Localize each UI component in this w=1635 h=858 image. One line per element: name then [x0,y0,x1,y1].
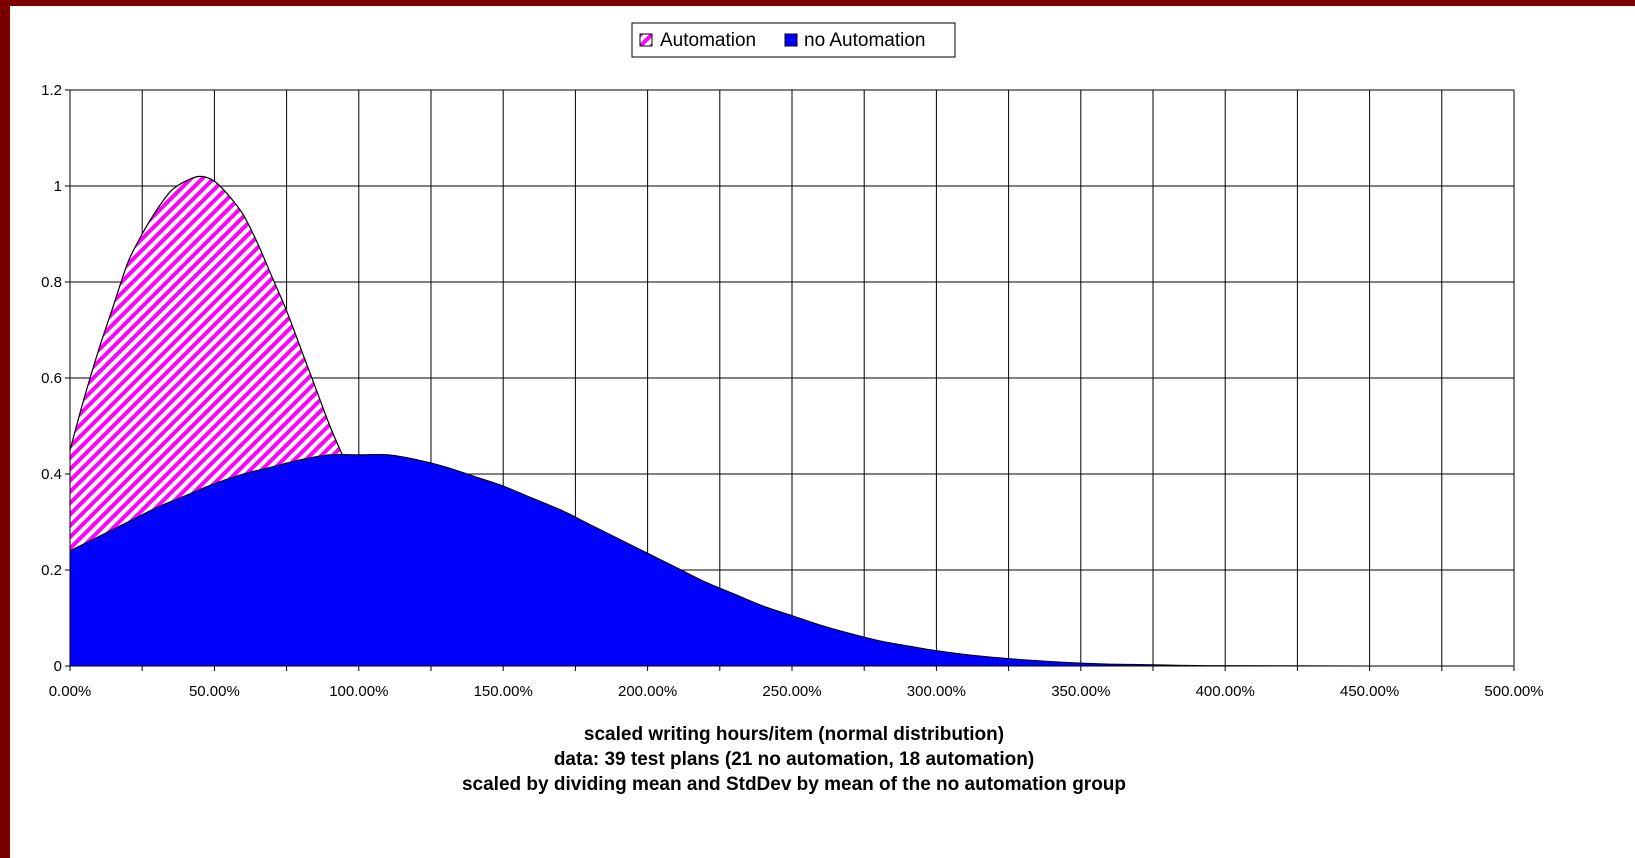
axis-layer [65,89,1515,671]
chart-svg: 0 0.2 0.4 0.6 0.8 1 1.2 0.00% 50.00% 100.00% 150.0… [41,22,1544,795]
x-tick-label: 250.00% [762,683,821,700]
y-tick-label: 1.2 [41,82,62,99]
legend-swatch-no-automation [784,33,798,47]
x-tick-label: 350.00% [1051,683,1110,700]
legend: Automation no Automation [631,22,956,58]
y-tick-label: 0.2 [41,562,62,579]
legend-swatch-automation [639,33,653,47]
x-tick-label: 300.00% [907,683,966,700]
no-automation-area [70,454,1514,666]
tick-label-layer: 0 0.2 0.4 0.6 0.8 1 1.2 0.00% 50.00% 100.00% 150.0… [41,82,1543,700]
automation-outline [69,175,360,494]
caption-data-line: data: 39 test plans (21 no automation, 1… [554,749,1034,770]
y-tick-label: 0 [54,658,62,675]
x-tick-label: 0.00% [49,683,92,700]
x-tick-label: 450.00% [1340,683,1399,700]
x-axis-label: scaled writing hours/item (normal distri… [584,724,1004,745]
area-layer [69,175,1515,667]
x-tick-label: 150.00% [474,683,533,700]
y-tick-label: 0.6 [41,370,62,387]
x-tick-label: 500.00% [1484,683,1543,700]
x-tick-label: 200.00% [618,683,677,700]
x-tick-label: 100.00% [329,683,388,700]
no-automation-outline [69,453,1515,667]
y-tick-label: 0.8 [41,274,62,291]
legend-label-no-automation: no Automation [804,30,925,51]
caption: scaled writing hours/item (normal distri… [462,724,1126,795]
chart-frame: 0 0.2 0.4 0.6 0.8 1 1.2 0.00% 50.00% 100.00% 150.0… [10,6,1635,858]
caption-scaling-line: scaled by dividing mean and StdDev by me… [462,774,1126,795]
x-tick-label: 50.00% [189,683,240,700]
y-tick-label: 1 [54,178,62,195]
x-tick-label: 400.00% [1196,683,1255,700]
y-tick-label: 0.4 [41,466,62,483]
legend-label-automation: Automation [660,30,756,51]
